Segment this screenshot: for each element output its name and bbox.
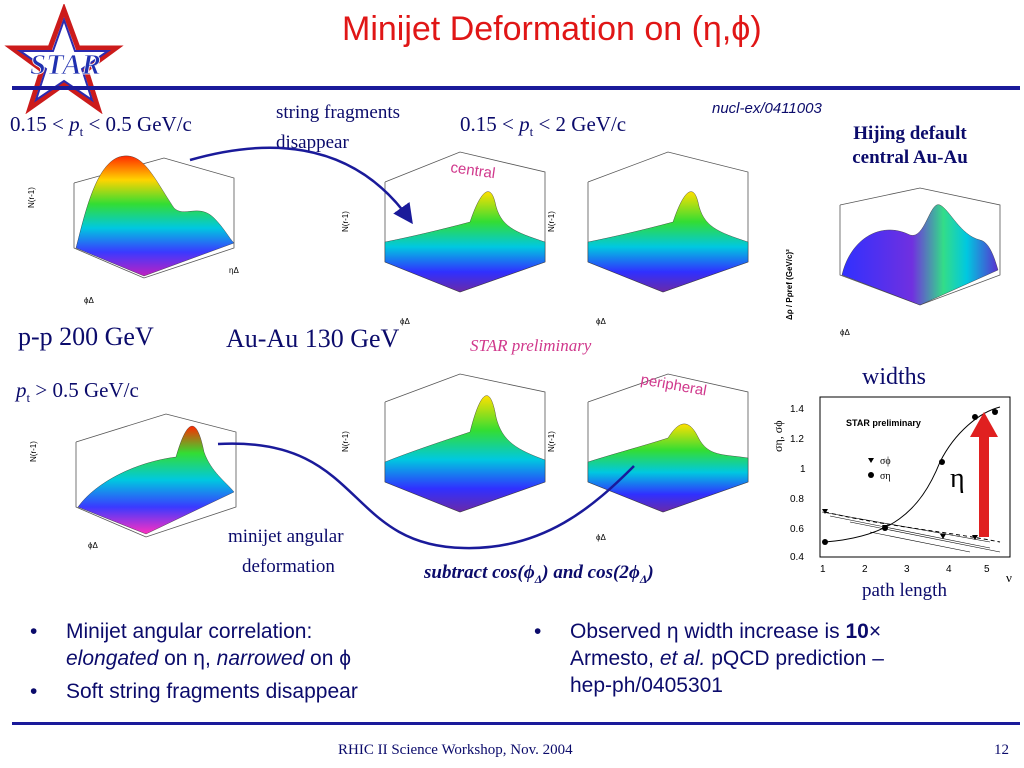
- xtick-4: 4: [946, 564, 952, 575]
- plot-auau-peripheral-1: N(r-1): [341, 373, 546, 513]
- nu-label: ν: [1006, 570, 1012, 582]
- axis-label-phi-5: ϕΔ: [88, 541, 98, 550]
- footer-text: RHIC II Science Workshop, Nov. 2004: [338, 742, 573, 758]
- ytick-1-4: 1.4: [790, 404, 804, 415]
- ytick-0-8: 0.8: [790, 494, 804, 505]
- ytick-0-6: 0.6: [790, 524, 804, 535]
- arrow-minijet: [217, 442, 635, 550]
- hijing-line1: Hijing default: [853, 123, 967, 144]
- pt-range-pp-label: 0.15 < pt < 0.5 GeV/c: [10, 112, 192, 140]
- path-length-label: path length: [862, 580, 947, 601]
- title-rule: [12, 86, 1020, 90]
- string-fragments-label: string fragments: [276, 102, 401, 123]
- hijing-ylabel: Δρ / Pρref (GeV/c)²: [785, 249, 794, 320]
- widths-plot: 1.4 1.2 1 0.8 0.6 0.4 1 2 3 4 5 STAR pre…: [771, 396, 1012, 582]
- axis-label-phi-4: ϕΔ: [840, 328, 850, 337]
- plot-pp-highpt: N(r-1) ϕΔ: [29, 413, 237, 550]
- axis-label-n: N(r-1): [27, 187, 36, 208]
- bullet-left-2: • Soft string fragments disappear: [30, 680, 358, 703]
- plot-auau-central-2: N(r-1) ϕΔ: [548, 151, 749, 326]
- axis-label-n-7: N(r-1): [548, 431, 556, 452]
- hijing-label: Hijing default central Au-Au: [820, 122, 1000, 170]
- axis-label-phi-3: ϕΔ: [596, 317, 606, 326]
- page-number: 12: [994, 742, 1009, 758]
- pp-energy-label: p-p 200 GeV: [18, 322, 154, 351]
- star-preliminary-label: STAR preliminary: [470, 336, 592, 355]
- reference: nucl-ex/0411003: [712, 100, 822, 117]
- star-logo: STAR: [4, 2, 154, 115]
- plot-pp-lowpt: N(r-1) ϕΔ ηΔ: [27, 155, 239, 305]
- pt-gt-label: pt > 0.5 GeV/c: [16, 378, 139, 406]
- footer-rule: [12, 722, 1020, 725]
- bullet-right-1b: Armesto, et al. pQCD prediction –: [570, 647, 884, 670]
- widths-plot-title: STAR preliminary: [846, 418, 921, 428]
- auau-energy-label: Au-Au 130 GeV: [226, 324, 400, 353]
- ytick-1: 1: [800, 464, 806, 475]
- disappear-label: disappear: [276, 132, 349, 153]
- axis-label-n-6: N(r-1): [341, 431, 350, 452]
- ytick-0-4: 0.4: [790, 552, 804, 563]
- central-label: central: [449, 159, 496, 182]
- xtick-1: 1: [820, 564, 826, 575]
- hijing-line2: central Au-Au: [852, 147, 968, 168]
- star-logo-text: STAR: [30, 49, 101, 81]
- axis-label-n-5: N(r-1): [29, 441, 38, 462]
- xtick-5: 5: [984, 564, 990, 575]
- plot-hijing: Δρ / Pρref (GeV/c)² ϕΔ: [785, 187, 1001, 337]
- widths-label: widths: [862, 364, 927, 390]
- bullet-right-1: • Observed η width increase is 10×: [534, 620, 882, 643]
- bullets-left: • Minijet angular correlation: elongated …: [30, 618, 500, 705]
- minijet-line1: minijet angular: [228, 526, 344, 547]
- legend-sigma-phi: σϕ: [880, 456, 891, 467]
- axis-label-phi: ϕΔ: [84, 296, 94, 305]
- page-title: Minijet Deformation on (η,ϕ): [342, 10, 762, 48]
- legend-sigma-eta: ση: [880, 471, 891, 482]
- eta-symbol: η: [950, 463, 965, 494]
- pt-range-auau-label: 0.15 < pt < 2 GeV/c: [460, 112, 627, 140]
- plot-auau-peripheral-2: peripheral N(r-1) ϕΔ: [548, 371, 749, 542]
- xtick-3: 3: [904, 564, 910, 575]
- bullets-right: • Observed η width increase is 10× Armest…: [534, 618, 1014, 699]
- axis-label-eta: ηΔ: [229, 266, 239, 275]
- axis-label-n-2: N(r-1): [341, 211, 350, 232]
- bullet-right-1c: hep-ph/0405301: [570, 674, 723, 697]
- subtract-label: subtract cos(ϕΔ) and cos(2ϕΔ): [424, 562, 654, 586]
- xtick-2: 2: [862, 564, 868, 575]
- axis-label-n-3: N(r-1): [548, 211, 556, 232]
- ytick-1-2: 1.2: [790, 434, 804, 445]
- minijet-line2: deformation: [242, 556, 335, 577]
- arrow-string-fragments: [189, 146, 413, 225]
- bullet-left-1b: elongated on η, narrowed on ϕ: [66, 647, 352, 670]
- widths-ylabel: ση, σϕ: [771, 420, 785, 452]
- plot-auau-central-1: central N(r-1) ϕΔ: [341, 151, 546, 326]
- axis-label-phi-2: ϕΔ: [400, 317, 410, 326]
- bullet-left-1: • Minijet angular correlation:: [30, 620, 313, 643]
- axis-label-phi-7: ϕΔ: [596, 533, 606, 542]
